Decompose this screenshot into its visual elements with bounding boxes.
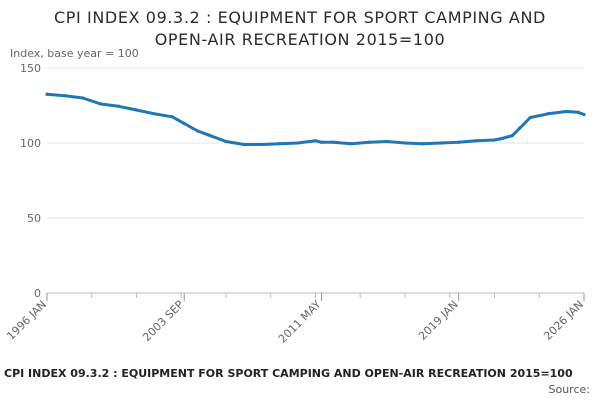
- data-point: [117, 104, 121, 108]
- data-point: [518, 126, 522, 130]
- y-tick-label: 150: [20, 62, 41, 75]
- data-point: [152, 112, 156, 116]
- footer-title: CPI INDEX 09.3.2 : EQUIPMENT FOR SPORT C…: [4, 367, 573, 380]
- x-tick-label: 2019 JAN: [416, 298, 461, 343]
- data-point: [170, 115, 174, 119]
- data-point: [224, 139, 228, 144]
- data-point: [439, 141, 443, 145]
- data-point: [510, 133, 514, 138]
- data-point: [576, 110, 580, 114]
- data-point: [457, 140, 461, 144]
- data-point: [403, 141, 407, 145]
- data-point: [242, 142, 246, 147]
- y-tick-label: 0: [34, 287, 41, 300]
- data-point: [313, 139, 318, 143]
- data-point: [319, 140, 324, 144]
- x-tick-label: 2011 MAY: [276, 298, 324, 346]
- data-point: [349, 142, 353, 146]
- data-point: [492, 138, 497, 142]
- chart-title: CPI INDEX 09.3.2 : EQUIPMENT FOR SPORT C…: [54, 8, 546, 49]
- data-point: [421, 142, 425, 146]
- data-point: [528, 115, 532, 120]
- data-point: [331, 140, 335, 144]
- data-point: [296, 141, 300, 145]
- data-point: [134, 108, 139, 112]
- data-point: [81, 96, 85, 100]
- data-point: [260, 142, 264, 147]
- data-point: [564, 109, 568, 114]
- series-layer: [45, 92, 586, 147]
- data-point: [582, 112, 586, 117]
- data-point: [99, 102, 103, 106]
- y-tick-label: 100: [20, 137, 41, 150]
- data-point: [385, 139, 389, 144]
- y-tick-label: 50: [27, 212, 41, 225]
- data-point: [45, 92, 49, 96]
- x-tick-label: 2026 JAN: [541, 298, 586, 343]
- data-point: [546, 112, 550, 116]
- data-point: [367, 140, 371, 144]
- y-axis-label: Index, base year = 100: [10, 47, 139, 60]
- data-point: [63, 94, 67, 98]
- series-line: [45, 92, 586, 146]
- data-point: [475, 139, 479, 143]
- data-point: [196, 129, 200, 133]
- data-point: [278, 142, 282, 146]
- gridlines: [47, 67, 584, 294]
- x-tick-label: 1996 JAN: [4, 298, 49, 343]
- footer-source: Source:: [548, 383, 591, 396]
- x-tick-label: 2003 SEP: [140, 298, 186, 344]
- data-point: [500, 136, 504, 141]
- data-point: [206, 133, 210, 137]
- data-point: [182, 121, 186, 126]
- axes: 0 50 100 150 1996 JAN 2003 SEP 2011 MAY 2019 JA…: [4, 62, 586, 346]
